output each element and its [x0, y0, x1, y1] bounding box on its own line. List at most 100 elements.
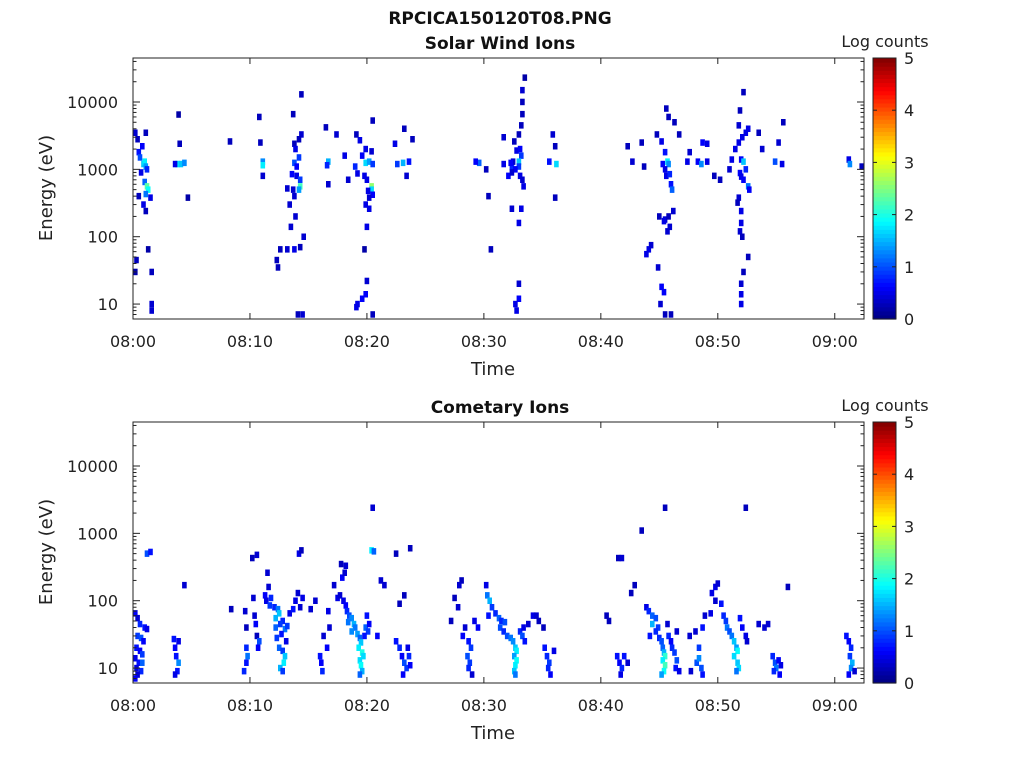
heatmap-cell	[657, 213, 662, 220]
heatmap-cell	[134, 256, 139, 264]
heatmap-cell	[365, 187, 371, 195]
heatmap-cell	[399, 652, 405, 660]
colorbar-tick-label: 4	[904, 465, 914, 484]
colorbar-segment	[873, 479, 896, 484]
colorbar-tick-label: 0	[904, 310, 914, 329]
colorbar-segment	[873, 302, 896, 308]
x-tick-label: 09:00	[812, 696, 858, 715]
heatmap-cell	[639, 527, 644, 534]
colorbar-label: Log counts	[841, 32, 928, 51]
heatmap-cell	[294, 163, 299, 170]
heatmap-cell	[359, 152, 365, 159]
heatmap-cell	[136, 148, 142, 156]
heatmap-cell	[489, 604, 495, 611]
heatmap-cell	[741, 176, 746, 183]
colorbar-segment	[873, 131, 896, 137]
heatmap-cell	[410, 136, 415, 143]
heatmap-cell	[364, 223, 370, 231]
heatmap-cell	[465, 652, 470, 660]
heatmap-cell	[299, 131, 304, 138]
colorbar: 0 1 2 3 4 5	[872, 413, 914, 693]
colorbar-segment	[873, 208, 896, 214]
heatmap-cell	[370, 191, 375, 198]
heatmap-cell	[519, 205, 524, 212]
colorbar-tick-label: 1	[904, 622, 914, 641]
colorbar-segment	[873, 666, 896, 672]
heatmap-cell	[483, 166, 489, 173]
heatmap-cell	[655, 264, 661, 271]
heatmap-cell	[341, 597, 346, 604]
heatmap-cell	[397, 644, 402, 651]
heatmap-cell	[508, 159, 513, 167]
heatmap-cell	[666, 160, 671, 168]
heatmap-cell	[646, 246, 652, 253]
heatmap-cell	[547, 659, 552, 666]
heatmap-cell	[301, 233, 306, 240]
colorbar-segment	[873, 593, 896, 598]
heatmap-cell	[771, 667, 777, 675]
heatmap-cell	[747, 186, 752, 193]
colorbar-segment	[873, 217, 896, 222]
colorbar-segment	[873, 225, 896, 230]
heatmap-cell	[617, 659, 622, 666]
heatmap-cell	[644, 604, 649, 611]
colorbar-segment	[873, 515, 896, 521]
colorbar-segment	[873, 90, 896, 96]
heatmap-cell	[496, 614, 502, 622]
heatmap-cell	[296, 550, 302, 557]
heatmap-cell	[295, 589, 301, 597]
heatmap-cell	[279, 630, 284, 638]
heatmap-cell	[668, 181, 674, 188]
heatmap-cell	[185, 194, 191, 201]
heatmap-cell	[345, 176, 351, 183]
heatmap-cell	[370, 504, 375, 511]
heatmap-cell	[294, 172, 299, 180]
heatmap-cell	[280, 617, 285, 625]
heatmap-cell	[253, 620, 259, 628]
colorbar-segment	[873, 111, 896, 116]
heatmap-cell	[737, 107, 743, 114]
colorbar-segment	[873, 298, 896, 304]
heatmap-cell	[297, 243, 303, 251]
colorbar-tick-label: 2	[904, 570, 914, 589]
heatmap-cell	[544, 652, 550, 660]
heatmap-cell	[542, 644, 547, 651]
heatmap-cell	[362, 172, 367, 180]
heatmap-cell	[729, 632, 735, 640]
heatmap-cell	[363, 291, 368, 298]
heatmap-cell	[366, 620, 372, 628]
colorbar-segment	[873, 642, 896, 647]
heatmap-cell	[272, 604, 277, 611]
heatmap-cell	[738, 300, 744, 308]
heatmap-cell	[737, 228, 743, 235]
colorbar-segment	[873, 237, 896, 243]
heatmap-cell	[363, 624, 368, 631]
heatmap-cell	[508, 634, 513, 642]
heatmap-cell	[659, 638, 664, 645]
heatmap-cell	[149, 307, 154, 314]
heatmap-cell	[685, 158, 690, 165]
heatmap-cell	[285, 622, 290, 630]
heatmap-cell	[149, 268, 154, 276]
heatmap-cell	[512, 652, 517, 660]
heatmap-cell	[552, 143, 558, 150]
heatmap-cell	[245, 652, 250, 660]
colorbar-segment	[873, 314, 896, 320]
heatmap-cell	[140, 143, 145, 150]
heatmap-cell	[145, 246, 151, 253]
heatmap-cell	[737, 169, 743, 177]
colorbar-segment	[873, 274, 896, 279]
heatmap-cell	[554, 160, 559, 168]
heatmap-cell	[342, 152, 347, 159]
colorbar-segment	[873, 278, 896, 283]
heatmap-cell	[364, 277, 370, 285]
heatmap-cell	[662, 311, 668, 318]
heatmap-cell	[278, 664, 283, 672]
heatmap-cell	[462, 624, 468, 631]
colorbar-segment	[873, 204, 896, 210]
colorbar-segment	[873, 511, 896, 517]
colorbar-segment	[873, 487, 896, 492]
heatmap-cell	[644, 250, 649, 258]
heatmap-cell	[293, 145, 298, 153]
